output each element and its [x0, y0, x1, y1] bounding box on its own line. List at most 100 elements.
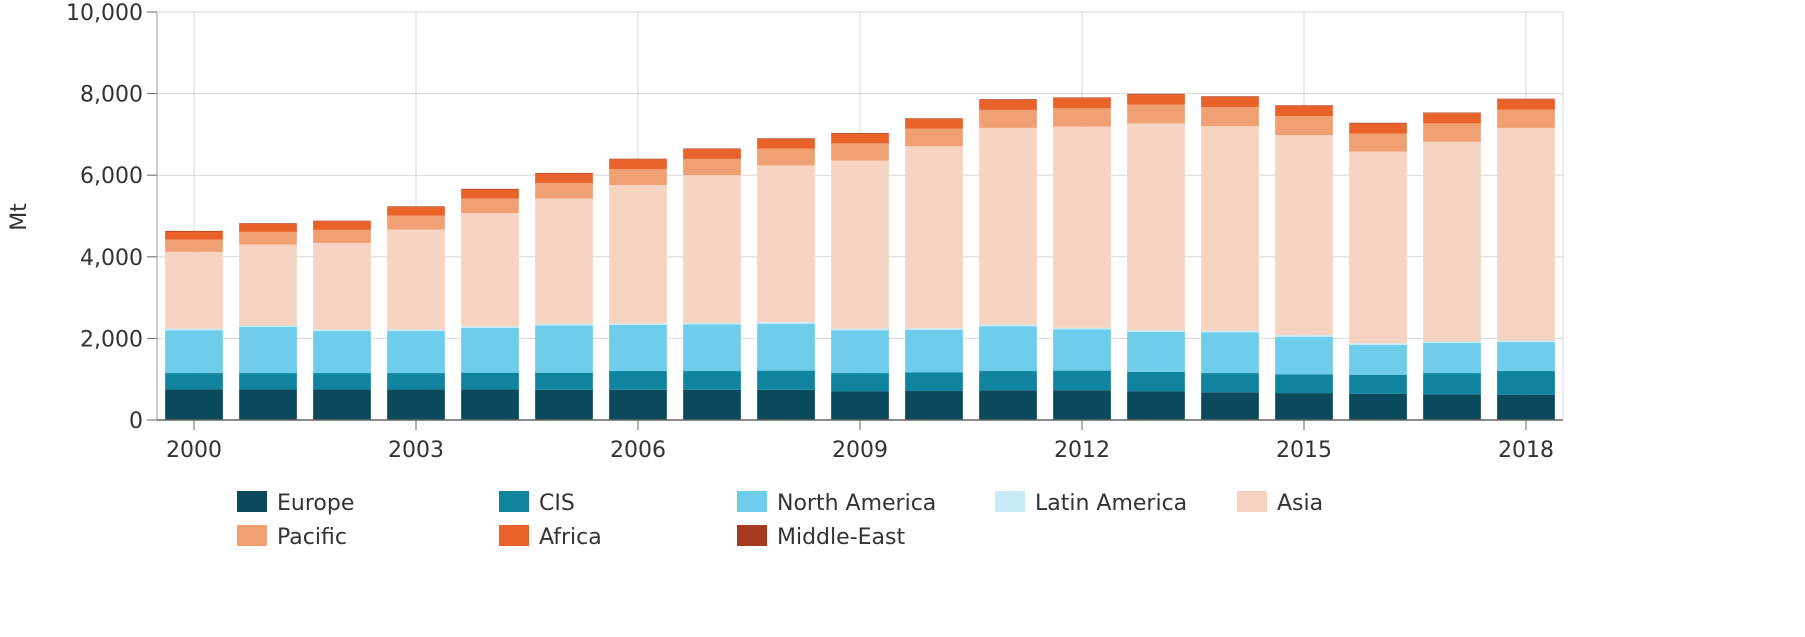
bar-segment-europe [1497, 394, 1555, 420]
y-tick-label: 2,000 [80, 327, 143, 352]
bar-segment-north-america [535, 325, 593, 373]
x-tick-label: 2009 [832, 438, 888, 463]
bar-segment-pacific [239, 231, 297, 245]
bar-segment-middle-east [905, 118, 963, 119]
bar-segment-middle-east [239, 223, 297, 224]
legend-swatch-asia [1237, 491, 1267, 512]
bar-segment-north-america [387, 331, 445, 374]
bar-segment-latin-america [313, 329, 371, 332]
bar-segment-pacific [387, 215, 445, 230]
x-tick-label: 2006 [610, 438, 666, 463]
y-tick-label: 8,000 [80, 83, 143, 108]
bar-segment-latin-america [165, 328, 223, 331]
bar-segment-middle-east [535, 172, 593, 174]
bar-segment-pacific [609, 169, 667, 185]
legend-label-middle-east: Middle-East [777, 525, 905, 550]
bar-segment-africa [1127, 94, 1185, 105]
bar-segment-pacific [1349, 133, 1407, 152]
bar-segment-latin-america [1423, 341, 1481, 343]
bar-segment-africa [905, 118, 963, 129]
bar-segment-africa [1423, 113, 1481, 124]
bar-segment-cis [165, 373, 223, 390]
bar-segment-pacific [1497, 109, 1555, 128]
bar-segment-europe [1127, 391, 1185, 420]
bar-segment-asia [831, 160, 889, 329]
bar-segment-north-america [1053, 329, 1111, 371]
bar-segment-europe [1423, 394, 1481, 420]
bar-segment-cis [1497, 371, 1555, 395]
bar-segment-asia [461, 213, 519, 327]
bar-segment-africa [313, 221, 371, 230]
axes: 0 2,000 4,000 6,000 8,000 10,000 2000 2003 2006 2… [66, 1, 1564, 463]
bar-segment-north-america [831, 330, 889, 374]
bar-segment-europe [1201, 392, 1259, 420]
bar-segment-north-america [1275, 336, 1333, 375]
bar-segment-pacific [905, 128, 963, 147]
legend-label-north-america: North America [777, 491, 936, 516]
bar-segment-middle-east [1275, 105, 1333, 106]
bar-segment-cis [239, 373, 297, 390]
bar-segment-latin-america [609, 323, 667, 325]
bar-segment-asia [1053, 126, 1111, 328]
bar-segment-africa [609, 159, 667, 170]
bar-segment-latin-america [387, 329, 445, 332]
bar-segment-north-america [239, 326, 297, 374]
legend-label-latin-america: Latin America [1035, 491, 1187, 516]
x-tick-label: 2018 [1498, 438, 1554, 463]
bar-segment-asia [1127, 123, 1185, 331]
legend-swatch-middle-east [737, 525, 767, 546]
bar-segment-europe [1349, 393, 1407, 420]
x-tick-label: 2000 [166, 438, 222, 463]
legend-label-africa: Africa [539, 525, 602, 550]
bar-segment-cis [535, 372, 593, 390]
bar-segment-europe [905, 391, 963, 420]
bar-segment-middle-east [1349, 122, 1407, 124]
bar-segment-middle-east [609, 158, 667, 160]
bar-segment-cis [1053, 370, 1111, 391]
bar-segment-africa [1053, 98, 1111, 109]
bar-segment-europe [239, 389, 297, 420]
bar-segment-north-america [1127, 331, 1185, 372]
bar-segment-north-america [461, 327, 519, 373]
bar-segment-africa [683, 149, 741, 159]
y-tick-label: 0 [129, 409, 143, 434]
bar-segment-pacific [1275, 116, 1333, 136]
bar-segment-north-america [905, 329, 963, 373]
bar-segment-europe [165, 389, 223, 420]
bar-segment-north-america [683, 324, 741, 372]
bar-segment-africa [165, 231, 223, 240]
bar-segment-north-america [313, 331, 371, 374]
bar-segment-middle-east [1201, 96, 1259, 97]
bar-segment-middle-east [683, 148, 741, 150]
bar-segment-north-america [1497, 342, 1555, 372]
bar-segment-cis [683, 371, 741, 390]
bar-segment-middle-east [1127, 93, 1185, 95]
bar-segment-north-america [1201, 332, 1259, 374]
bar-segment-africa [461, 189, 519, 199]
bar-segment-pacific [979, 109, 1037, 128]
bar-segment-cis [313, 373, 371, 390]
bar-segment-asia [683, 175, 741, 323]
bar-segment-cis [1423, 373, 1481, 395]
bar-segment-middle-east [461, 188, 519, 190]
bar-segment-asia [387, 229, 445, 330]
bar-segment-cis [1201, 373, 1259, 393]
bar-segment-pacific [831, 143, 889, 161]
x-tick-label: 2015 [1276, 438, 1332, 463]
bar-segment-pacific [757, 148, 815, 166]
bar-segment-asia [165, 251, 223, 329]
bar-segment-middle-east [387, 206, 445, 208]
bar-segment-pacific [461, 198, 519, 214]
bars [165, 93, 1555, 420]
bar-segment-middle-east [979, 99, 1037, 100]
y-tick-label: 10,000 [66, 1, 143, 26]
bar-segment-africa [1349, 123, 1407, 134]
bar-segment-asia [1349, 151, 1407, 344]
bar-segment-north-america [609, 324, 667, 372]
bar-segment-cis [831, 373, 889, 392]
bar-segment-europe [683, 389, 741, 420]
bar-segment-asia [1201, 126, 1259, 331]
bar-segment-north-america [1349, 344, 1407, 375]
bar-segment-latin-america [1275, 335, 1333, 337]
